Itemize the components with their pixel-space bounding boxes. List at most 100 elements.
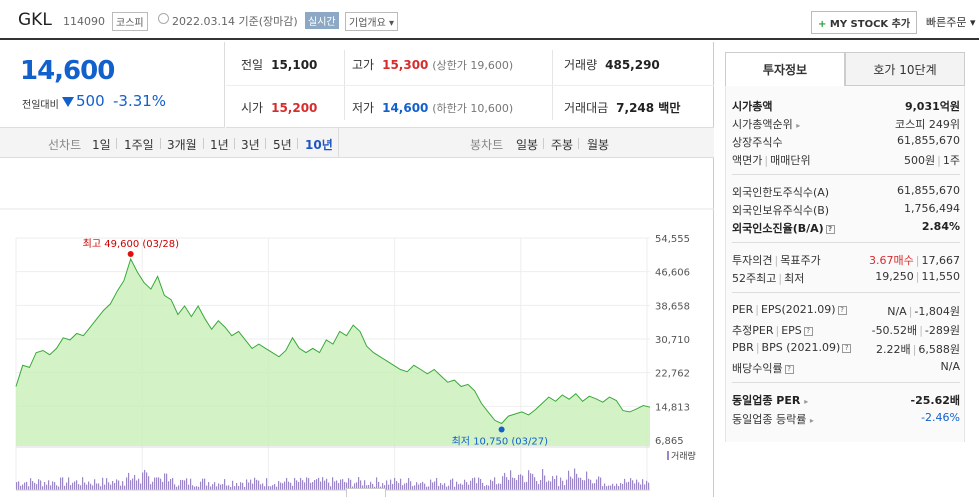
invest-info-panel: 투자정보 호가 10단계 시가총액 9,031억원 시가총액순위 ▸ 코스피 249… bbox=[725, 52, 965, 442]
divider: | bbox=[908, 305, 913, 318]
row-label[interactable]: 시가총액순위 ▸ bbox=[732, 116, 800, 132]
row-label-text: 동일업종 PER bbox=[732, 394, 801, 407]
divider: | bbox=[915, 254, 920, 267]
stat-label: 고가 bbox=[352, 58, 375, 72]
volume-bar bbox=[178, 485, 180, 490]
volume-bar bbox=[644, 484, 646, 490]
period-10y[interactable]: 10년 bbox=[305, 138, 333, 152]
volume-bar bbox=[394, 477, 396, 490]
help-icon[interactable]: ? bbox=[825, 224, 835, 234]
volume-bar bbox=[122, 481, 124, 490]
volume-bar bbox=[586, 471, 588, 490]
tab-invest-info[interactable]: 투자정보 bbox=[725, 52, 845, 86]
volume-bar bbox=[450, 479, 452, 490]
volume-bar bbox=[388, 484, 390, 490]
row-label[interactable]: 동일업종 등락률 ▸ bbox=[732, 411, 814, 427]
quick-order-dropdown[interactable]: 빠른주문 ▾ bbox=[926, 16, 976, 29]
volume-bar bbox=[526, 481, 528, 490]
volume-bar bbox=[78, 484, 80, 490]
divider bbox=[160, 138, 161, 149]
row-label: 외국인보유주식수(B) bbox=[732, 204, 830, 217]
divider bbox=[732, 292, 960, 293]
volume-bar bbox=[612, 483, 614, 490]
volume-bar bbox=[520, 474, 522, 490]
line-chart-label: 선차트 bbox=[48, 138, 82, 152]
volume-bar bbox=[422, 481, 424, 490]
volume-bar bbox=[310, 482, 312, 490]
volume-bar bbox=[454, 486, 456, 490]
stat-label: 전일 bbox=[241, 58, 264, 72]
volume-bar bbox=[340, 479, 342, 490]
row-value: 9,031억원 bbox=[904, 100, 960, 113]
volume-bar bbox=[326, 478, 328, 490]
volume-bar bbox=[88, 481, 90, 490]
period-5y[interactable]: 5년 bbox=[273, 138, 292, 152]
collapse-handle[interactable] bbox=[346, 488, 386, 497]
volume-bar bbox=[528, 470, 530, 490]
row-market-cap: 시가총액 9,031억원 bbox=[732, 98, 960, 115]
volume-bar bbox=[148, 476, 150, 490]
volume-bar bbox=[166, 473, 168, 490]
volume-bar bbox=[430, 479, 432, 490]
volume-bar bbox=[150, 484, 152, 490]
divider: | bbox=[755, 341, 760, 354]
volume-bar bbox=[412, 486, 414, 490]
row-label[interactable]: 동일업종 PER ▸ bbox=[732, 392, 808, 408]
row-value-a: -50.52배 bbox=[871, 324, 918, 337]
help-icon[interactable]: ? bbox=[784, 364, 794, 374]
realtime-button[interactable]: 실시간 bbox=[305, 12, 339, 29]
divider bbox=[543, 138, 544, 149]
stat-value: 7,248 백만 bbox=[616, 101, 681, 115]
row-label-a: 52주최고 bbox=[732, 272, 777, 285]
volume-bar bbox=[478, 477, 480, 490]
stat-value: 15,100 bbox=[271, 58, 318, 72]
period-1d[interactable]: 1일 bbox=[92, 138, 111, 152]
volume-bar bbox=[354, 483, 356, 490]
volume-bar bbox=[330, 486, 332, 490]
divider bbox=[203, 138, 204, 149]
divider bbox=[116, 138, 117, 149]
period-1w[interactable]: 1주일 bbox=[124, 138, 154, 152]
row-market-cap-rank: 시가총액순위 ▸ 코스피 249위 bbox=[732, 116, 960, 133]
volume-bar bbox=[518, 474, 520, 490]
corp-info-dropdown[interactable]: 기업개요 ▾ bbox=[345, 12, 398, 31]
volume-bar bbox=[188, 484, 190, 490]
my-stock-add-button[interactable]: + MY STOCK 추가 bbox=[811, 11, 918, 34]
volume-bar bbox=[566, 479, 568, 490]
volume-bar bbox=[276, 486, 278, 490]
divider bbox=[732, 174, 960, 175]
row-label: 외국인한도주식수(A) bbox=[732, 186, 830, 199]
volume-bar bbox=[156, 477, 158, 490]
row-label-text: 배당수익률 bbox=[732, 362, 783, 375]
volume-bar bbox=[550, 481, 552, 490]
volume-bar bbox=[198, 486, 200, 490]
row-par-value: 액면가 | 매매단위 500원 | 1주 bbox=[732, 152, 960, 169]
candle-week[interactable]: 주봉 bbox=[551, 138, 574, 152]
volume-bar bbox=[546, 481, 548, 490]
volume-bar bbox=[158, 477, 160, 490]
help-icon[interactable]: ? bbox=[803, 326, 813, 336]
volume-bar bbox=[574, 468, 576, 490]
candle-day[interactable]: 일봉 bbox=[516, 138, 539, 152]
period-3y[interactable]: 3년 bbox=[241, 138, 260, 152]
volume-bar bbox=[480, 478, 482, 490]
volume-bar bbox=[594, 483, 596, 490]
volume-bar bbox=[486, 484, 488, 490]
low-marker bbox=[498, 426, 505, 433]
volume-bar bbox=[248, 482, 250, 490]
volume-bar bbox=[424, 483, 426, 490]
volume-bar bbox=[284, 481, 286, 490]
help-icon[interactable]: ? bbox=[837, 305, 847, 315]
period-1y[interactable]: 1년 bbox=[210, 138, 229, 152]
volume-bar bbox=[288, 481, 290, 490]
price-chart[interactable]: 54,555 46,606 38,658 30,710 22,762 14,813 6,86… bbox=[0, 159, 714, 497]
period-3m[interactable]: 3개월 bbox=[167, 138, 197, 152]
volume-bar bbox=[80, 485, 82, 490]
volume-bar bbox=[256, 479, 258, 490]
change-percent: -3.31% bbox=[113, 92, 167, 110]
volume-bar bbox=[42, 486, 44, 490]
candle-month[interactable]: 월봉 bbox=[587, 138, 610, 152]
tab-orderbook[interactable]: 호가 10단계 bbox=[845, 52, 965, 86]
help-icon[interactable]: ? bbox=[842, 343, 852, 353]
volume-bar bbox=[170, 479, 172, 490]
